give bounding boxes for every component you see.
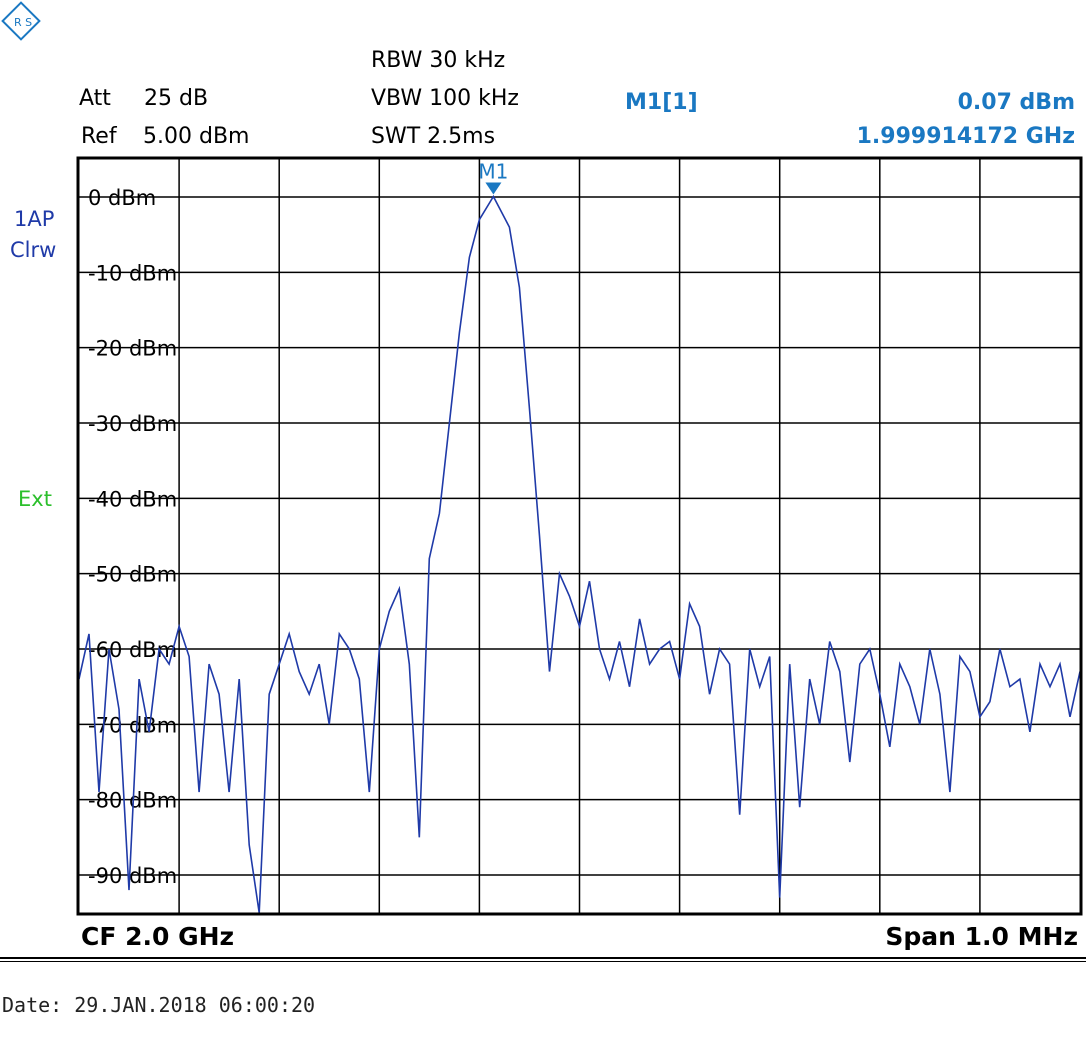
ref-label: Ref bbox=[81, 124, 117, 149]
trace-mode-label: 1AP bbox=[14, 207, 55, 231]
y-tick-label: -90 dBm bbox=[88, 864, 177, 888]
vbw-setting: VBW 100 kHz bbox=[371, 86, 519, 111]
rohde-schwarz-logo: R S bbox=[1, 1, 41, 41]
marker-m1: M1 bbox=[478, 159, 508, 195]
spectrum-plot: 0 dBm -10 dBm -20 dBm -30 dBm -40 dBm -50 dBm… bbox=[76, 156, 1083, 916]
swt-setting: SWT 2.5ms bbox=[371, 124, 496, 149]
y-tick-label: -60 dBm bbox=[88, 638, 177, 662]
ref-value: 5.00 dBm bbox=[143, 124, 250, 149]
y-tick-label: -40 dBm bbox=[88, 487, 177, 511]
ext-indicator: Ext bbox=[18, 487, 52, 511]
y-tick-label: 0 dBm bbox=[88, 186, 156, 210]
trace-type-label: Clrw bbox=[10, 238, 57, 262]
y-tick-label: -30 dBm bbox=[88, 412, 177, 436]
y-tick-label: -10 dBm bbox=[88, 261, 177, 285]
marker-level: 0.07 dBm bbox=[957, 90, 1075, 115]
marker-label: M1 bbox=[478, 159, 508, 183]
divider bbox=[0, 957, 1086, 959]
spectrum-trace bbox=[78, 194, 1081, 913]
span-value: Span 1.0 MHz bbox=[885, 922, 1078, 951]
svg-text:R S: R S bbox=[14, 16, 32, 29]
plot-frame bbox=[76, 156, 1083, 916]
date-stamp: Date: 29.JAN.2018 06:00:20 bbox=[2, 993, 316, 1017]
marker-name: M1[1] bbox=[625, 90, 698, 115]
center-frequency: CF 2.0 GHz bbox=[81, 922, 235, 951]
grid bbox=[79, 159, 1080, 913]
att-value: 25 dB bbox=[144, 86, 209, 111]
divider-thin bbox=[0, 961, 1086, 962]
y-tick-label: -20 dBm bbox=[88, 337, 177, 361]
marker-triangle bbox=[485, 182, 502, 195]
att-label: Att bbox=[79, 86, 111, 111]
y-tick-label: -70 dBm bbox=[88, 713, 177, 737]
rbw-setting: RBW 30 kHz bbox=[371, 48, 506, 73]
marker-frequency: 1.999914172 GHz bbox=[856, 124, 1075, 149]
y-tick-labels: 0 dBm -10 dBm -20 dBm -30 dBm -40 dBm -50 dBm… bbox=[88, 186, 177, 888]
y-tick-label: -50 dBm bbox=[88, 563, 177, 587]
